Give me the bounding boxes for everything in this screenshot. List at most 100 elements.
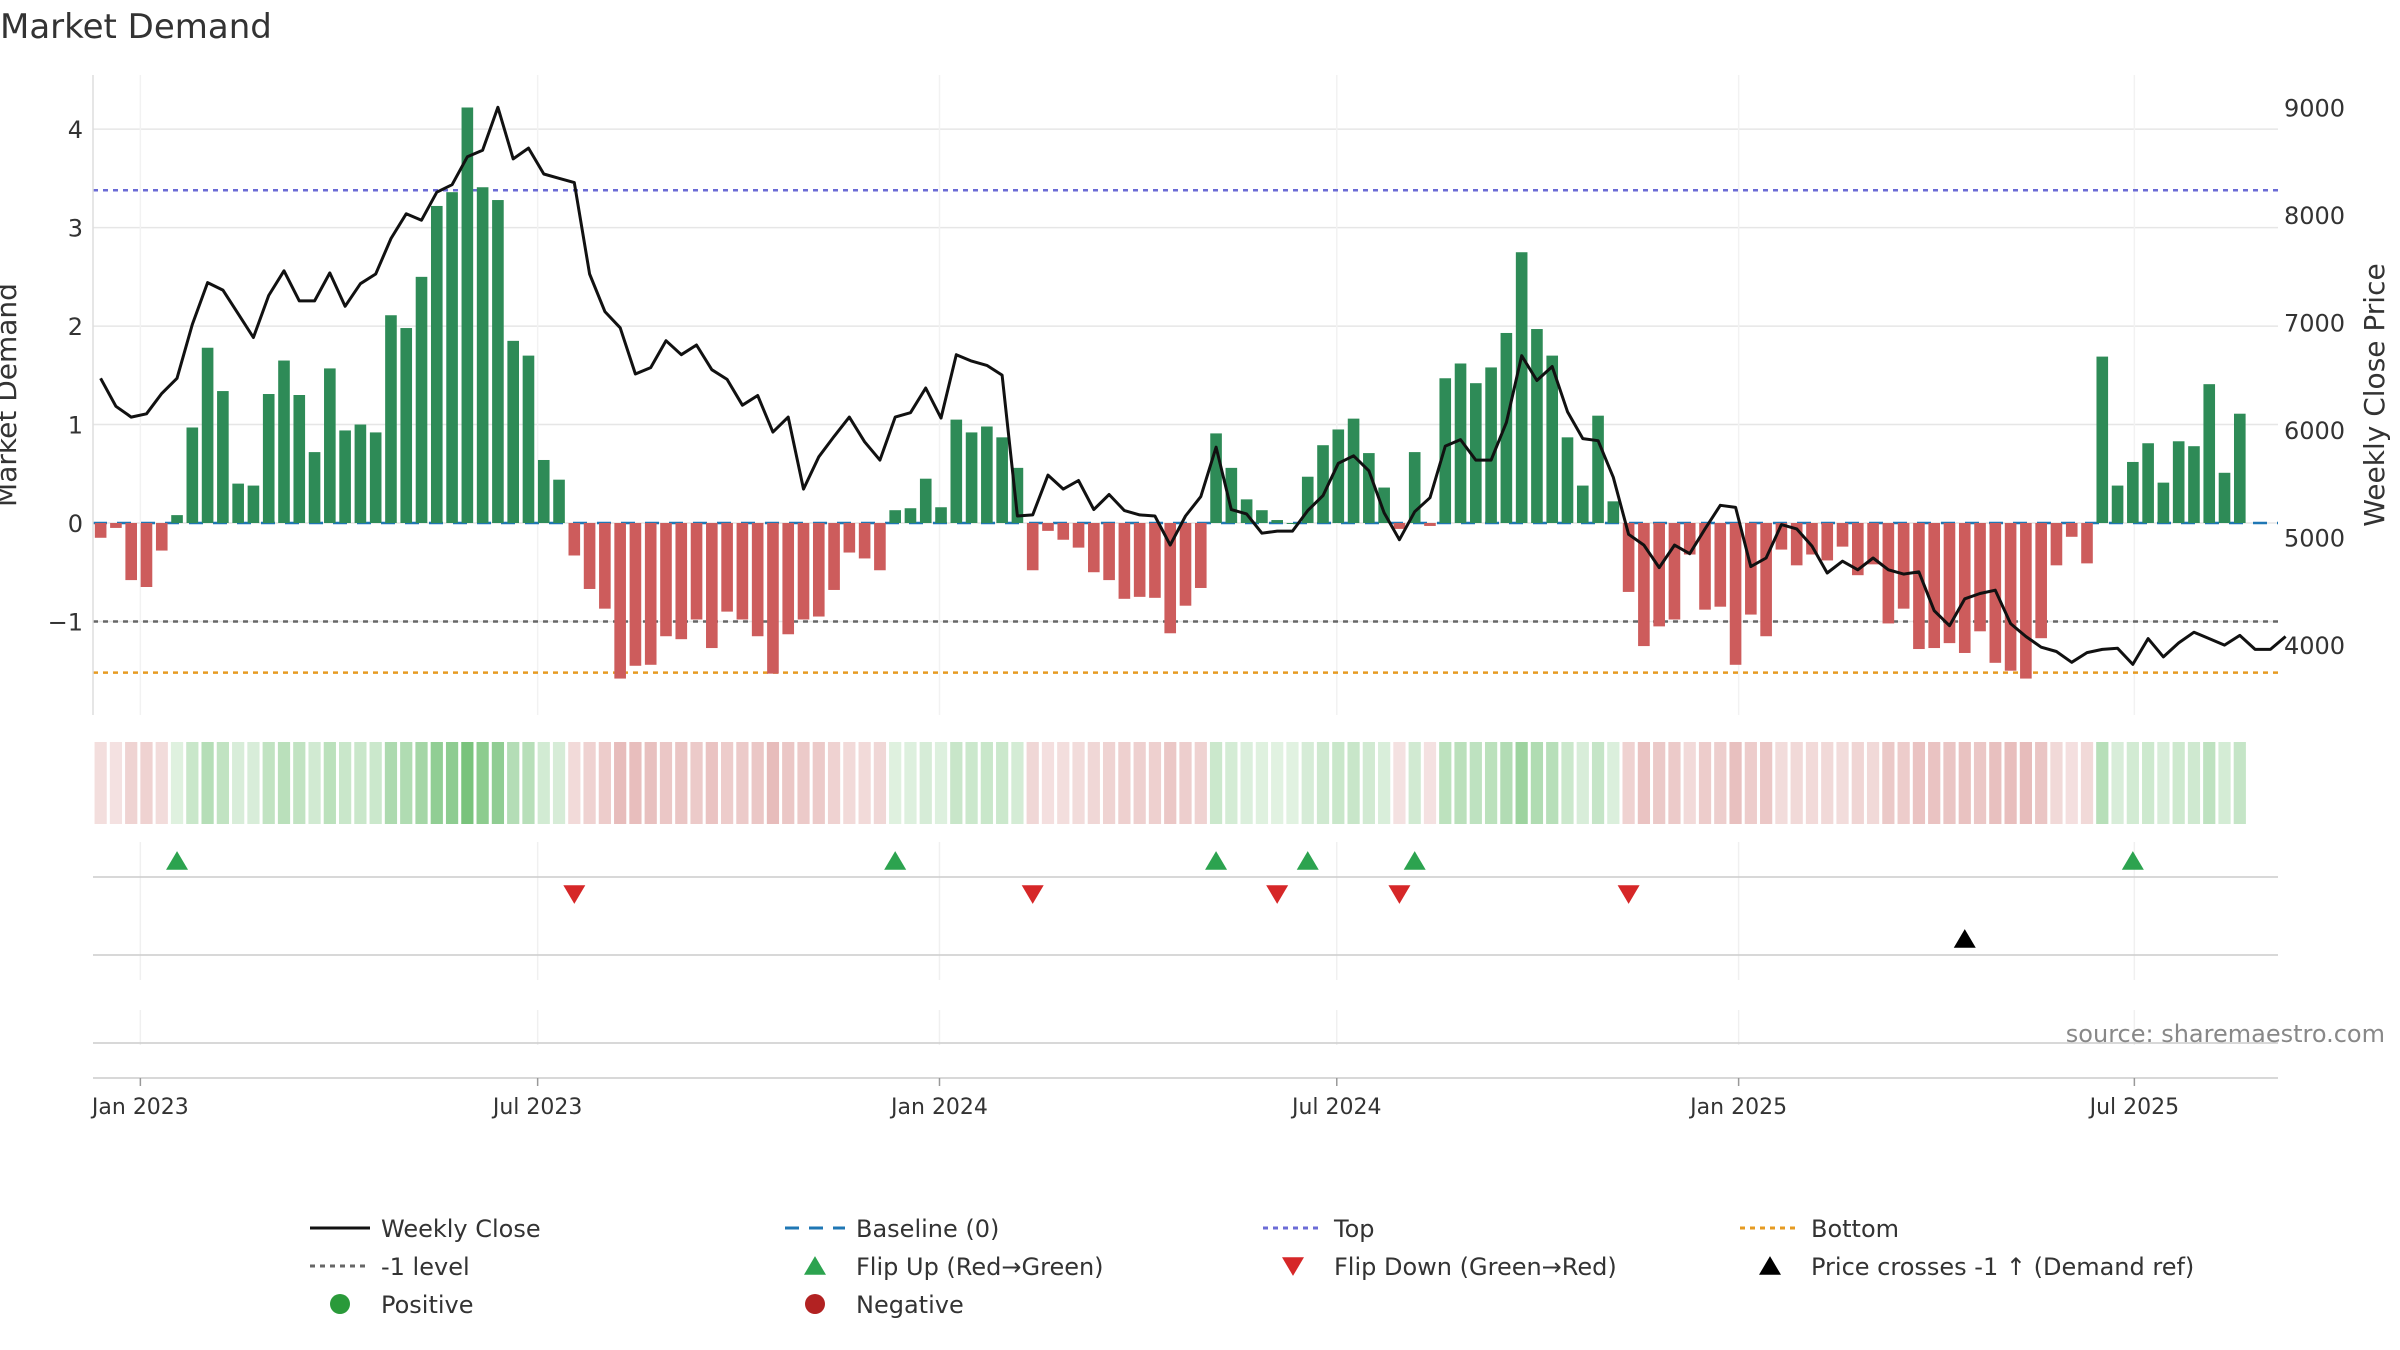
demand-bar — [1607, 501, 1620, 523]
intensity-cell — [1423, 742, 1437, 824]
intensity-cell — [277, 742, 291, 824]
demand-bar — [1332, 429, 1345, 523]
demand-bar — [201, 347, 214, 523]
right-tick-label: 6000 — [2284, 417, 2345, 445]
weekly-close-path — [99, 105, 2287, 666]
demand-bar — [1149, 523, 1161, 598]
demand-bar — [1347, 418, 1360, 523]
demand-bar — [1790, 523, 1803, 566]
demand-bar — [1057, 523, 1070, 540]
left-tick-label: 3 — [68, 215, 83, 243]
intensity-cell — [461, 742, 474, 824]
demand-bar — [354, 424, 367, 523]
intensity-cell — [598, 742, 611, 824]
intensity-cell — [904, 742, 917, 824]
demand-bar — [1515, 252, 1528, 523]
legend-swatch — [1282, 1257, 1304, 1276]
demand-bar — [1882, 523, 1895, 624]
intensity-cell — [1378, 742, 1391, 824]
intensity-cell — [1041, 742, 1055, 824]
demand-bar — [1164, 523, 1177, 634]
demand-bar — [1867, 523, 1879, 565]
demand-bar — [1775, 523, 1788, 550]
intensity-strip — [94, 742, 2246, 824]
left-tick-label: 2 — [68, 313, 83, 341]
demand-bar — [568, 523, 581, 556]
x-tick-label: Jan 2024 — [889, 1095, 988, 1120]
intensity-cell — [568, 742, 581, 824]
demand-bar — [1745, 523, 1757, 615]
intensity-cell — [201, 742, 214, 824]
flip-up-marker — [1205, 851, 1228, 870]
demand-bar — [1179, 523, 1192, 606]
x-tick-label: Jul 2023 — [491, 1095, 583, 1120]
flip-up-marker — [166, 851, 189, 870]
intensity-cell — [94, 742, 107, 824]
demand-bar — [1836, 523, 1849, 547]
intensity-cell — [216, 742, 229, 824]
intensity-cell — [919, 742, 932, 824]
source-label: source: sharemaestro.com — [2066, 1020, 2385, 1048]
demand-bar — [950, 419, 963, 523]
demand-bar — [644, 523, 657, 665]
intensity-cell — [537, 742, 550, 824]
intensity-cell — [1011, 742, 1024, 824]
flip-down-marker — [563, 885, 586, 904]
intensity-cell — [384, 742, 398, 824]
intensity-cell — [1148, 742, 1162, 824]
demand-bar — [1531, 329, 1543, 523]
demand-bar — [1561, 437, 1574, 523]
intensity-cell — [705, 742, 718, 824]
intensity-cell — [476, 742, 489, 824]
intensity-cell — [1026, 742, 1039, 824]
demand-bar — [675, 523, 688, 640]
demand-bar — [874, 523, 886, 571]
intensity-cell — [125, 742, 138, 824]
demand-bar — [1546, 355, 1559, 523]
demand-bar — [400, 328, 413, 523]
intensity-cell — [369, 742, 382, 824]
intensity-cell — [1790, 742, 1803, 824]
demand-bar — [629, 523, 642, 666]
demand-bar — [553, 479, 565, 523]
demand-bar — [369, 432, 382, 523]
intensity-cell — [2050, 742, 2063, 824]
intensity-cell — [1622, 742, 1635, 824]
intensity-cell — [843, 742, 856, 824]
legend-label: Positive — [381, 1291, 474, 1319]
left-tick-label: −1 — [48, 608, 83, 636]
demand-bar — [94, 523, 107, 538]
demand-bar — [430, 205, 443, 523]
demand-bar — [522, 355, 535, 523]
signal-panels — [93, 842, 2278, 1045]
left-axis-label: Market Demand — [0, 283, 23, 507]
demand-bar — [1240, 499, 1253, 523]
intensity-cell — [1851, 742, 1864, 824]
demand-bar — [919, 478, 932, 523]
intensity-cell — [415, 742, 428, 824]
x-tick-label: Jul 2025 — [2088, 1095, 2180, 1120]
demand-bar — [721, 523, 733, 612]
intensity-cell — [1805, 742, 1819, 824]
demand-bar — [812, 523, 825, 617]
intensity-cell — [1836, 742, 1849, 824]
intensity-cell — [1821, 742, 1834, 824]
intensity-cell — [1698, 742, 1712, 824]
demand-bar — [155, 523, 168, 551]
right-tick-label: 9000 — [2284, 94, 2345, 122]
demand-bar — [797, 523, 810, 620]
demand-bar — [1622, 523, 1635, 592]
demand-bar — [2111, 485, 2124, 523]
demand-bar — [1729, 523, 1742, 665]
weekly-close-line — [99, 105, 2287, 666]
demand-bar — [2188, 446, 2200, 523]
legend-label: -1 level — [381, 1253, 470, 1281]
left-tick-label: 0 — [68, 510, 83, 538]
demand-bar — [537, 459, 550, 523]
x-tick-label: Jan 2023 — [90, 1095, 189, 1120]
intensity-cell — [1515, 742, 1528, 824]
intensity-cell — [109, 742, 123, 824]
demand-bar — [110, 523, 122, 528]
demand-bar — [1271, 520, 1283, 523]
